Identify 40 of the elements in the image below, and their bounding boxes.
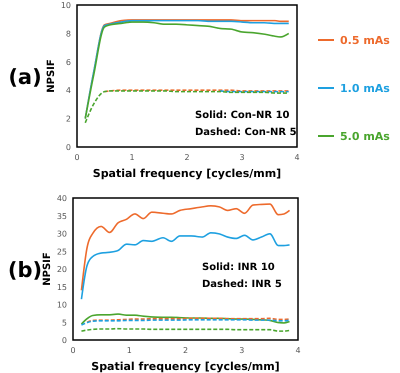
y-axis-title: NPSIF [46,59,57,93]
x-tick-label: 0 [74,153,80,162]
x-tick-label: 2 [182,346,188,355]
y-tick-label: 25 [56,247,67,256]
y-tick-label: 8 [66,29,71,38]
legend-label: 1.0 mAs [340,82,390,95]
x-tick-label: 4 [295,346,301,355]
x-tick-label: 3 [239,346,244,355]
line-series [80,313,290,325]
y-tick-label: 15 [56,282,67,292]
y-tick-label: 10 [60,1,71,10]
x-tick-label: 3 [239,153,245,162]
y-tick-label: 6 [66,58,71,67]
annotation: Solid: Con-NR 10 [195,110,290,121]
x-axis-title: Spatial frequency [cycles/mm] [91,360,280,373]
legend-label: 5.0 mAs [340,130,390,143]
line-series [80,203,290,292]
x-tick-label: 1 [129,153,135,162]
annotation: Dashed: INR 5 [202,279,282,290]
y-tick-label: 20 [56,265,67,274]
annotation: Dashed: Con-NR 5 [195,127,297,138]
y-tick-label: 5 [62,318,67,328]
line-series [80,232,290,300]
legend-label: 0.5 mAs [340,34,390,47]
y-tick-label: 30 [56,230,67,238]
y-tick-label: 40 [56,194,67,203]
text: (b) [8,258,42,282]
x-tick-label: 2 [184,153,190,162]
annotation: Solid: INR 10 [202,262,275,273]
x-tick-label: 1 [126,346,132,355]
y-tick-label: 4 [66,86,71,96]
x-tick-label: 4 [294,153,300,162]
y-tick-label: 35 [56,212,67,221]
text: (a) [8,65,42,89]
y-tick-label: 2 [66,114,71,124]
x-axis-title: Spatial frequency [cycles/mm] [92,167,282,180]
y-tick-label: 0 [66,143,71,152]
y-tick-label: 10 [56,300,67,310]
y-tick-label: 0 [62,336,67,345]
y-axis-title: NPSIF [42,252,53,286]
